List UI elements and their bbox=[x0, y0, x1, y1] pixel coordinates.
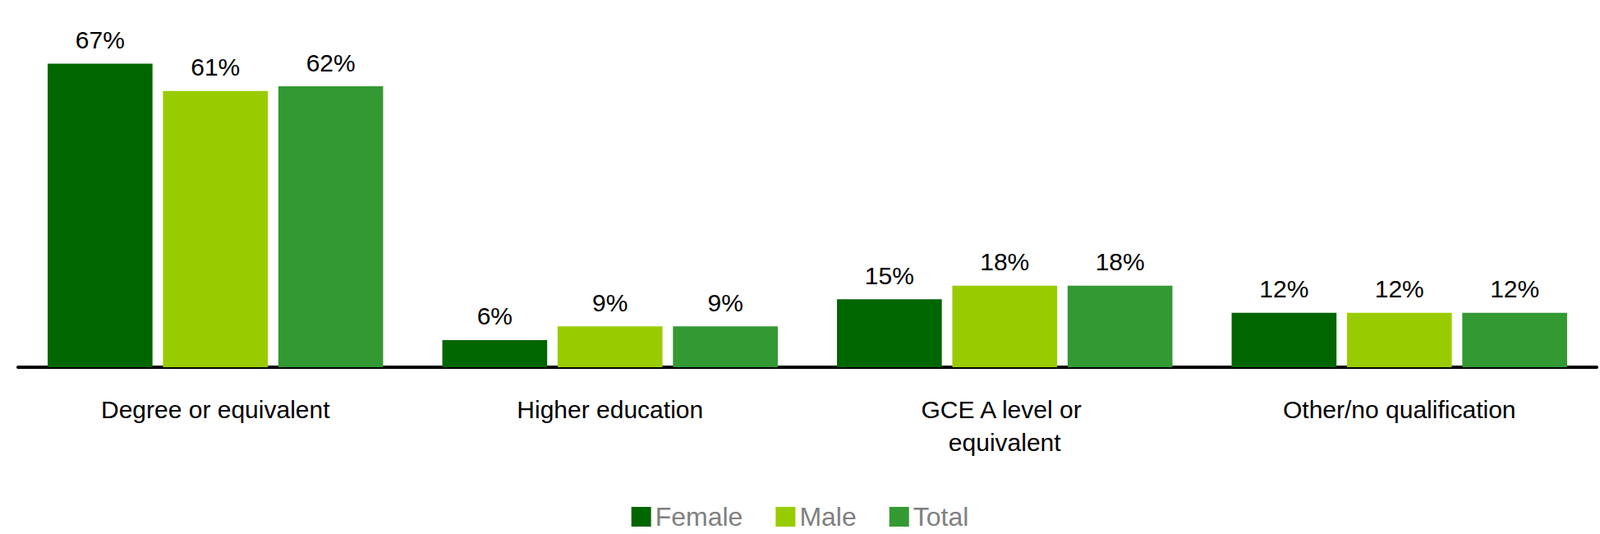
svg-text:62%: 62% bbox=[306, 49, 356, 77]
svg-text:6%: 6% bbox=[477, 302, 513, 330]
svg-text:12%: 12% bbox=[1489, 275, 1540, 303]
svg-text:12%: 12% bbox=[1259, 275, 1309, 303]
svg-text:GCE A level or: GCE A level or bbox=[921, 395, 1089, 423]
svg-text:18%: 18% bbox=[1095, 248, 1145, 276]
svg-text:Higher education: Higher education bbox=[516, 395, 704, 423]
svg-text:18%: 18% bbox=[979, 248, 1030, 276]
svg-text:Female: Female bbox=[655, 501, 744, 532]
svg-text:61%: 61% bbox=[190, 53, 240, 81]
svg-text:Male: Male bbox=[799, 501, 856, 532]
svg-text:9%: 9% bbox=[592, 289, 628, 317]
svg-text:Total: Total bbox=[913, 501, 970, 532]
svg-text:Other/no qualification: Other/no qualification bbox=[1282, 395, 1517, 423]
svg-text:12%: 12% bbox=[1374, 275, 1425, 303]
svg-text:15%: 15% bbox=[864, 262, 915, 290]
svg-text:9%: 9% bbox=[707, 289, 743, 317]
svg-text:67%: 67% bbox=[75, 26, 125, 54]
svg-text:equivalent: equivalent bbox=[948, 428, 1062, 456]
svg-text:Degree or equivalent: Degree or equivalent bbox=[101, 395, 331, 423]
